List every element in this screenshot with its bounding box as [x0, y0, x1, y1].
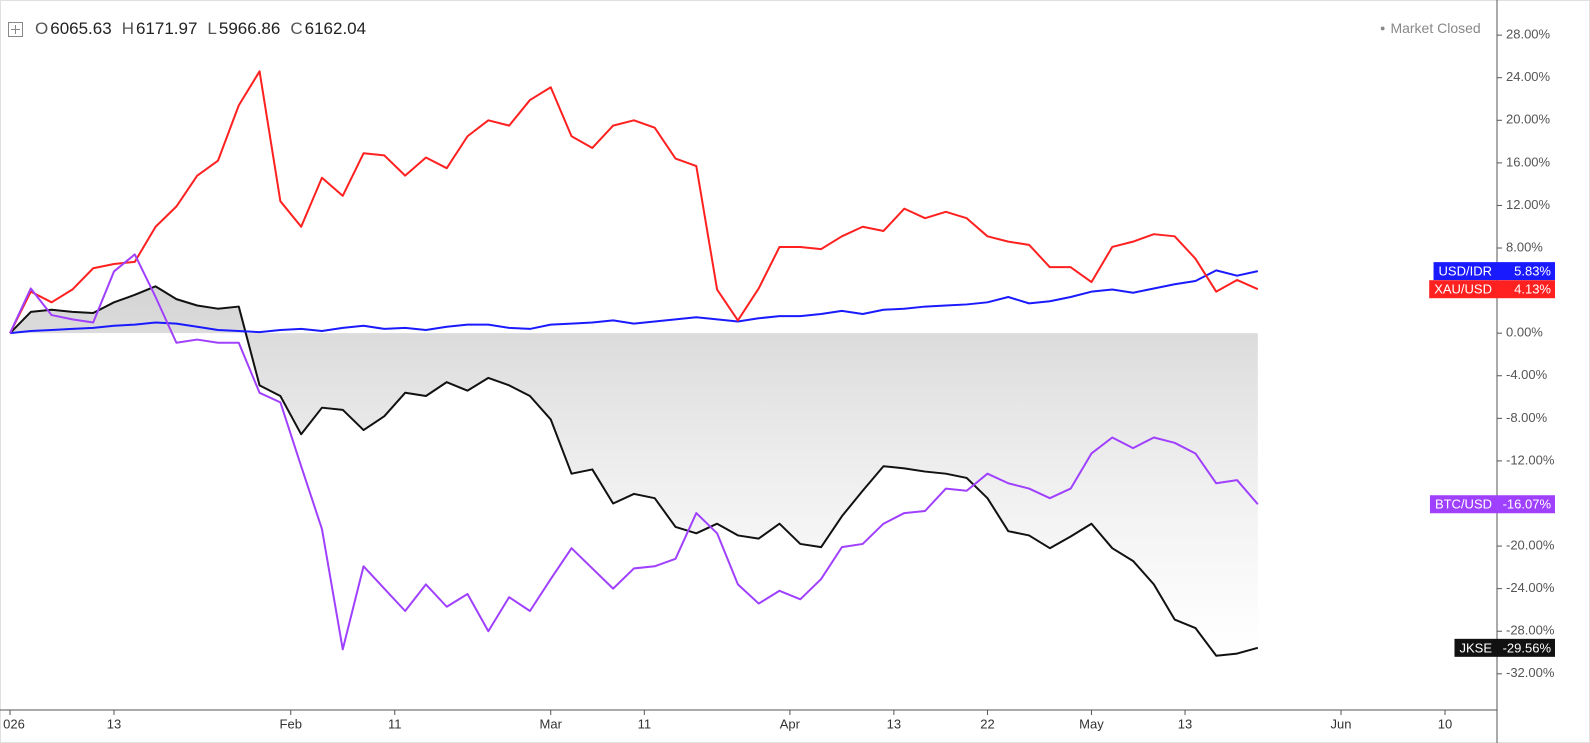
- ohlc-key: O: [35, 19, 49, 38]
- badge-name: BTC/USD: [1435, 497, 1492, 512]
- x-tick-label: Mar: [540, 716, 563, 731]
- badge-value: -29.56%: [1503, 640, 1552, 655]
- ohlc-item: O 6065.63: [35, 19, 112, 39]
- badge-value: 5.83%: [1514, 264, 1551, 279]
- y-tick-label: 24.00%: [1506, 69, 1551, 84]
- badge-name-box: [1454, 638, 1497, 657]
- badge-name: XAU/USD: [1434, 282, 1492, 297]
- x-tick-label: Feb: [280, 716, 302, 731]
- ohlc-item: C 6162.04: [290, 19, 366, 39]
- y-tick-label: -28.00%: [1506, 623, 1555, 638]
- price-badge: USD/IDR 5.83%: [1433, 262, 1555, 281]
- ohlc-value: 6171.97: [135, 19, 198, 38]
- x-tick-label: 13: [887, 716, 901, 731]
- badge-value-box: [1497, 495, 1555, 514]
- badge-name-box: [1429, 495, 1497, 514]
- ohlc-key: H: [121, 19, 134, 38]
- x-tick-label: 13: [1178, 716, 1192, 731]
- ohlc-key: L: [207, 19, 217, 38]
- expand-icon[interactable]: [8, 21, 23, 37]
- ohlc-value: 5966.86: [218, 19, 281, 38]
- badge-name: JKSE: [1459, 640, 1492, 655]
- y-tick-label: -12.00%: [1506, 452, 1555, 467]
- y-tick-label: -24.00%: [1506, 580, 1555, 595]
- price-badge: XAU/USD 4.13%: [1429, 280, 1555, 299]
- x-tick-label: 11: [388, 716, 402, 731]
- badge-name: USD/IDR: [1439, 264, 1492, 279]
- x-tick-label: May: [1079, 716, 1104, 731]
- x-tick-label: 10: [1438, 716, 1452, 731]
- ohlc-item: L 5966.86: [207, 19, 280, 39]
- ohlc-key: C: [290, 19, 303, 38]
- badge-name-box: [1429, 280, 1497, 299]
- x-tick-label: 026: [3, 716, 25, 731]
- y-tick-label: 28.00%: [1506, 27, 1551, 42]
- y-tick-label: -4.00%: [1506, 367, 1548, 382]
- badge-value: -16.07%: [1503, 497, 1552, 512]
- market-status: Market Closed: [1380, 20, 1480, 36]
- y-tick-label: 0.00%: [1506, 325, 1543, 340]
- y-tick-label: -8.00%: [1506, 410, 1548, 425]
- y-tick-label: 12.00%: [1506, 197, 1551, 212]
- x-tick-label: 22: [980, 716, 994, 731]
- ohlc-value: 6065.63: [50, 19, 112, 38]
- ohlc-value: 6162.04: [304, 19, 367, 38]
- badge-value-box: [1497, 638, 1555, 657]
- price-badge: BTC/USD -16.07%: [1429, 495, 1555, 514]
- x-tick-label: 13: [107, 716, 121, 731]
- price-badge: JKSE -29.56%: [1454, 638, 1555, 657]
- series-line: [9, 253, 1259, 651]
- x-tick-label: 11: [638, 716, 652, 731]
- badge-value-box: [1497, 262, 1555, 281]
- x-tick-label: Apr: [780, 716, 801, 731]
- y-tick-label: 20.00%: [1506, 112, 1551, 127]
- y-tick-label: -20.00%: [1506, 538, 1555, 553]
- x-tick-label: Jun: [1331, 716, 1352, 731]
- badge-name-box: [1433, 262, 1497, 281]
- area-fill: [10, 286, 1258, 656]
- y-tick-label: -32.00%: [1506, 665, 1555, 680]
- badge-value-box: [1497, 280, 1555, 299]
- series-line: [9, 70, 1259, 334]
- series-line: [9, 269, 1259, 335]
- plot: 28.00%24.00%20.00%16.00%12.00%8.00%4.00%…: [3, 27, 1555, 731]
- series-line: [9, 285, 1259, 657]
- badge-value: 4.13%: [1514, 282, 1551, 297]
- y-tick-label: 8.00%: [1506, 239, 1543, 254]
- ohlc-legend: O 6065.63 H 6171.97 L 5966.86 C 6162.04: [8, 19, 366, 39]
- y-tick-label: 16.00%: [1506, 154, 1551, 169]
- ohlc-item: H 6171.97: [122, 19, 198, 39]
